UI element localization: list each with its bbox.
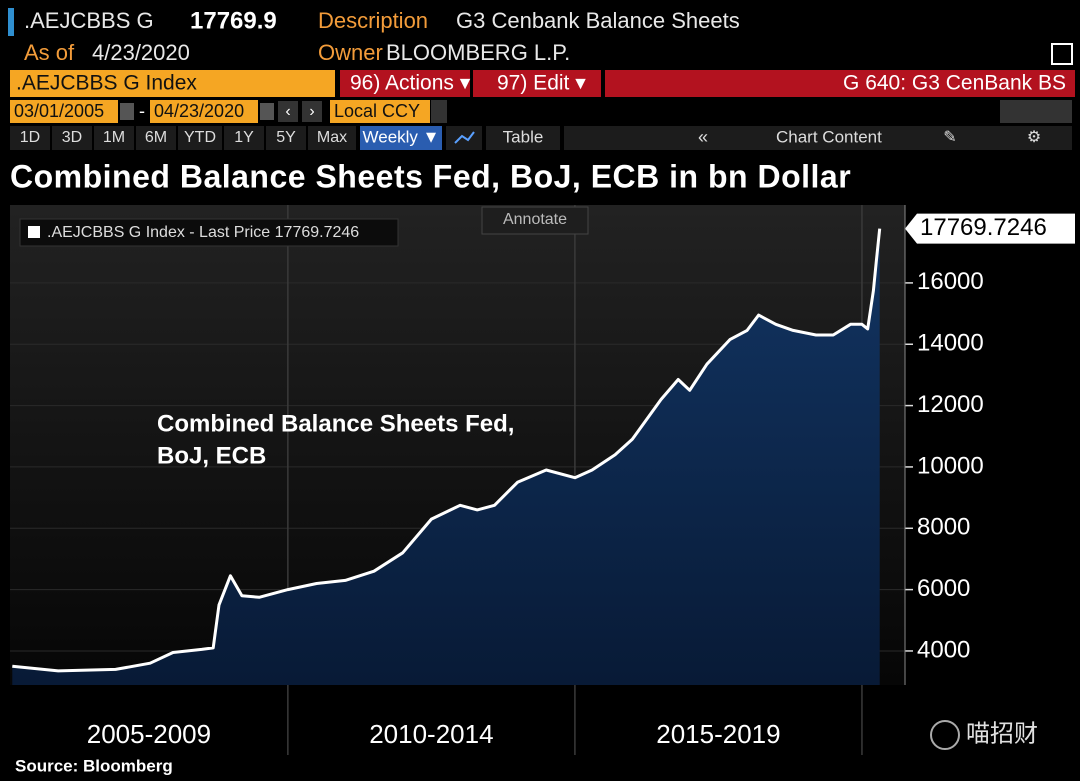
range[interactable]: 1Y — [234, 129, 254, 146]
next-arrow[interactable]: › — [309, 103, 314, 120]
owner: BLOOMBERG L.P. — [386, 40, 570, 65]
edit-icon[interactable]: ✎ — [943, 129, 956, 146]
y-tick-label: 14000 — [917, 330, 984, 357]
table[interactable]: Table — [503, 127, 544, 146]
range[interactable]: 1M — [103, 129, 125, 146]
source: Source: Bloomberg — [15, 756, 173, 775]
chart-content[interactable]: Chart Content — [776, 127, 882, 146]
x-period-label: 2005-2009 — [87, 719, 211, 749]
prev-button[interactable] — [278, 101, 298, 122]
description: G3 Cenbank Balance Sheets — [456, 8, 740, 33]
price: 17769.9 — [190, 7, 277, 34]
collapse-icon[interactable]: « — [698, 127, 708, 147]
legend-swatch — [28, 226, 40, 238]
range-button[interactable] — [266, 126, 306, 150]
export-icon[interactable] — [1051, 43, 1073, 65]
edit-button[interactable] — [473, 70, 601, 97]
page: G 640: G3 CenBank BS — [843, 72, 1066, 95]
annotate[interactable]: Annotate — [503, 211, 567, 228]
legend-entry: .AEJCBBS G Index - Last Price 17769.7246 — [47, 224, 359, 241]
edit[interactable]: 97) Edit ▾ — [497, 72, 586, 95]
marker — [8, 8, 14, 36]
y-tick-label: 16000 — [917, 268, 984, 295]
y-tick-label: 4000 — [917, 636, 970, 663]
actions-button[interactable] — [340, 70, 470, 97]
currency-field[interactable] — [330, 100, 430, 123]
toolbar-rest — [564, 126, 1072, 150]
security: .AEJCBBS G Index — [16, 72, 197, 95]
frequency[interactable]: Weekly ▼ — [363, 127, 440, 146]
annotation: BoJ, ECB — [157, 442, 266, 469]
ticker: .AEJCBBS G — [24, 8, 154, 33]
annotation: Combined Balance Sheets Fed, — [157, 410, 514, 437]
range[interactable]: 3D — [62, 129, 82, 146]
asof-label: As of — [24, 40, 75, 65]
range-button[interactable] — [94, 126, 134, 150]
page-bar — [605, 70, 1075, 97]
start-date[interactable]: 03/01/2005 — [14, 101, 104, 121]
y-tick-label: 6000 — [917, 575, 970, 602]
line-icon-glyph — [454, 131, 475, 144]
x-period-label: 2015-2019 — [656, 719, 780, 749]
y-tick-label: 10000 — [917, 452, 984, 479]
range[interactable]: 1D — [20, 129, 40, 146]
frequency-button[interactable] — [360, 126, 442, 150]
next-button[interactable] — [302, 101, 322, 122]
dash: - — [139, 101, 145, 121]
area — [12, 228, 880, 685]
watermark: 喵招财 — [966, 720, 1038, 747]
range-button[interactable] — [308, 126, 356, 150]
range-button[interactable] — [178, 126, 222, 150]
settings-icon[interactable]: ⚙ — [1027, 129, 1041, 146]
undo-redo[interactable] — [1000, 100, 1072, 123]
calendar-icon[interactable] — [260, 103, 274, 120]
annotate-button[interactable] — [481, 206, 589, 235]
range[interactable]: YTD — [184, 129, 216, 146]
range[interactable]: Max — [317, 129, 347, 146]
last-price-tag — [905, 213, 1075, 244]
chart-title: Combined Balance Sheets Fed, BoJ, ECB in… — [10, 158, 851, 194]
range-button[interactable] — [10, 126, 50, 150]
range-button[interactable] — [52, 126, 92, 150]
currency[interactable]: Local CCY — [334, 101, 420, 121]
last-price-label: 17769.7246 — [920, 214, 1047, 241]
range-button[interactable] — [136, 126, 176, 150]
watermark-icon — [930, 720, 960, 750]
asof: 4/23/2020 — [92, 40, 190, 65]
range[interactable]: 6M — [145, 129, 167, 146]
description-label: Description — [318, 8, 428, 33]
actions[interactable]: 96) Actions ▾ — [350, 72, 471, 95]
end-date[interactable]: 04/23/2020 — [154, 101, 244, 121]
y-tick-label: 12000 — [917, 391, 984, 418]
table-button[interactable] — [486, 126, 560, 150]
calendar-icon[interactable] — [120, 103, 134, 120]
prev-arrow[interactable]: ‹ — [285, 103, 290, 120]
currency-dropdown[interactable] — [431, 100, 447, 123]
end-field[interactable] — [150, 100, 258, 123]
range-button[interactable] — [224, 126, 264, 150]
y-tick-label: 8000 — [917, 514, 970, 541]
start-field[interactable] — [10, 100, 118, 123]
range[interactable]: 5Y — [276, 129, 296, 146]
owner-label: Owner — [318, 40, 383, 65]
legend — [19, 218, 399, 247]
x-period-label: 2010-2014 — [369, 719, 493, 749]
line — [12, 228, 882, 673]
security-bar — [10, 70, 335, 97]
